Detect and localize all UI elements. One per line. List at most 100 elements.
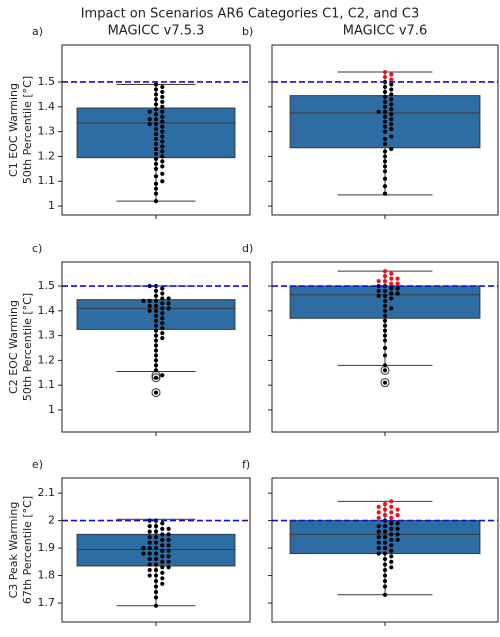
swarm-point (382, 176, 388, 181)
swarm-point (389, 559, 394, 564)
swarm-point (382, 338, 388, 343)
swarm-point (382, 529, 388, 534)
swarm-point (160, 159, 165, 164)
swarm-point (147, 551, 152, 556)
swarm-point (147, 298, 152, 304)
swarm-point (160, 154, 165, 159)
swarm-point (147, 529, 152, 534)
swarm-point (382, 269, 388, 274)
swarm-point (395, 512, 400, 518)
swarm-point (389, 122, 394, 127)
swarm-point (160, 537, 165, 542)
swarm-point (389, 526, 394, 531)
swarm-point (153, 348, 159, 353)
swarm-point (153, 540, 159, 545)
swarm-point (382, 353, 388, 358)
swarm-point (382, 562, 388, 567)
swarm-point (153, 313, 159, 318)
swarm-point (160, 99, 165, 104)
swarm-point (382, 333, 388, 338)
swarm-point (166, 537, 171, 542)
flier (151, 388, 161, 398)
panel-title: MAGICC v7.6 (343, 24, 427, 39)
swarm-point (382, 567, 388, 573)
swarm-point (141, 551, 146, 556)
swarm-point (389, 532, 394, 537)
swarm-point (382, 89, 388, 95)
swarm-point (160, 526, 165, 531)
swarm-point (376, 529, 381, 534)
swarm-point (153, 529, 159, 534)
swarm-point (382, 323, 388, 328)
swarm-point (153, 131, 159, 137)
swarm-point (153, 363, 159, 368)
swarm-point (382, 303, 388, 308)
panel-label: a) (32, 25, 43, 38)
swarm-point (153, 323, 159, 328)
swarm-point (389, 281, 394, 286)
swarm-point (147, 518, 152, 523)
y-axis-label: 67th Percentile [°C] (21, 496, 34, 604)
y-tick-label: 1 (48, 403, 55, 416)
swarm-point (147, 109, 152, 114)
swarm-point (382, 124, 388, 129)
swarm-point (389, 306, 394, 311)
swarm-point (153, 112, 159, 117)
swarm-point (389, 102, 394, 107)
swarm-point (389, 77, 394, 82)
swarm-point (389, 296, 394, 301)
panel-label: b) (242, 25, 253, 38)
swarm-point (389, 87, 394, 92)
swarm-point (382, 540, 388, 545)
swarm-point (382, 345, 388, 351)
swarm-point (153, 523, 159, 529)
swarm-point (153, 122, 159, 127)
swarm-point (160, 326, 165, 331)
swarm-point (382, 159, 388, 164)
swarm-point (160, 109, 165, 114)
swarm-point (160, 301, 165, 306)
swarm-point (153, 136, 159, 142)
swarm-point (382, 534, 388, 540)
swarm-point (153, 141, 159, 147)
y-axis-label: C1 EOC Warming (7, 83, 20, 177)
swarm-point (160, 124, 165, 129)
swarm-point (160, 532, 165, 537)
swarm-point (166, 526, 171, 531)
swarm-point (382, 368, 388, 373)
swarm-point (153, 191, 159, 196)
swarm-point (160, 316, 165, 321)
swarm-point (147, 556, 152, 562)
swarm-point (389, 543, 394, 548)
swarm-point (160, 171, 165, 176)
swarm-point (382, 119, 388, 124)
swarm-point (160, 144, 165, 149)
swarm-point (153, 92, 159, 97)
panel-label: f) (242, 458, 250, 471)
swarm-point (389, 271, 394, 276)
axes-frame (271, 477, 499, 623)
swarm-point (160, 134, 165, 139)
swarm-point (153, 107, 159, 112)
swarm-point (389, 504, 394, 509)
swarm-point (389, 291, 394, 296)
swarm-point (389, 510, 394, 515)
swarm-point (395, 281, 400, 286)
swarm-point (389, 515, 394, 520)
swarm-point (376, 540, 381, 545)
swarm-point (389, 117, 394, 122)
swarm-point (389, 286, 394, 291)
y-axis-label: 50th Percentile [°C] (21, 76, 34, 184)
swarm-point (160, 129, 165, 134)
swarm-point (166, 306, 171, 311)
y-tick-label: 1.3 (38, 125, 56, 138)
swarm-point (382, 578, 388, 584)
y-tick-label: 1.7 (38, 596, 56, 609)
swarm-point (160, 89, 165, 95)
swarm-point (166, 301, 171, 306)
swarm-point (382, 573, 388, 578)
swarm-point (153, 97, 159, 102)
swarm-point (153, 338, 159, 343)
swarm-point (160, 373, 165, 378)
swarm-point (382, 507, 388, 512)
